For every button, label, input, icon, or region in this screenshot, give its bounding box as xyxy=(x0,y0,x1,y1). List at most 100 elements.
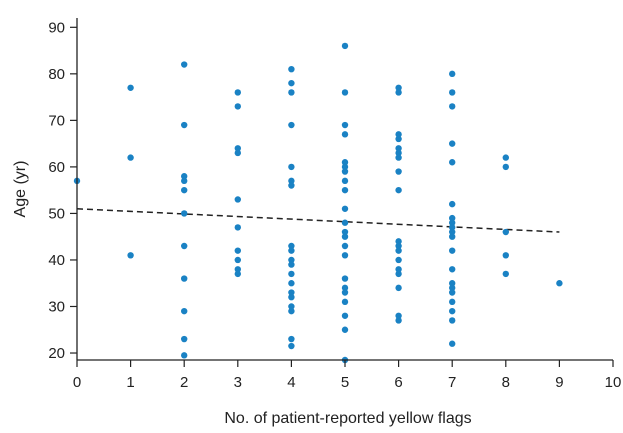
data-point xyxy=(288,121,295,129)
data-point xyxy=(502,252,509,259)
data-point xyxy=(341,168,349,175)
tick-marks xyxy=(70,26,614,367)
data-point xyxy=(395,247,402,254)
data-point xyxy=(449,307,456,315)
data-point xyxy=(234,103,241,110)
data-point xyxy=(341,89,349,96)
data-point xyxy=(449,289,456,296)
data-point xyxy=(395,242,402,250)
data-point xyxy=(288,270,295,278)
data-point xyxy=(341,228,349,236)
data-point xyxy=(234,224,241,231)
data-point xyxy=(181,275,188,282)
data-point xyxy=(234,247,241,254)
data-point xyxy=(341,205,349,212)
data-point xyxy=(502,228,509,236)
data-point xyxy=(395,84,402,91)
data-point xyxy=(449,200,456,208)
data-point xyxy=(288,289,295,296)
x-tick-label: 7 xyxy=(448,374,456,391)
data-point xyxy=(341,233,349,240)
data-point xyxy=(181,173,188,180)
y-tick-label: 40 xyxy=(48,252,65,269)
trendline-layer xyxy=(76,208,560,233)
data-point xyxy=(181,177,188,185)
x-tick-label: 1 xyxy=(126,374,134,391)
data-point xyxy=(288,303,295,310)
data-point xyxy=(395,270,402,278)
data-point xyxy=(288,163,295,171)
data-point xyxy=(181,186,188,194)
x-tick-label: 3 xyxy=(234,374,242,391)
data-point xyxy=(341,289,349,296)
data-point xyxy=(127,84,134,91)
data-point xyxy=(449,266,456,273)
data-point xyxy=(234,89,241,96)
data-point xyxy=(234,149,241,157)
data-point xyxy=(556,280,563,287)
data-point xyxy=(449,219,456,226)
y-tick-label: 20 xyxy=(48,345,65,362)
data-point xyxy=(341,284,349,292)
data-point xyxy=(395,238,402,245)
y-tick-label: 90 xyxy=(48,19,65,36)
data-point xyxy=(341,42,349,50)
data-point xyxy=(288,79,295,87)
data-point xyxy=(395,266,402,273)
x-tick-label: 9 xyxy=(555,374,563,391)
data-point xyxy=(288,261,295,268)
data-point xyxy=(341,298,349,306)
data-point xyxy=(341,219,349,226)
y-tick-label: 80 xyxy=(48,66,65,83)
data-point xyxy=(449,140,456,147)
data-point xyxy=(502,154,509,161)
trendline xyxy=(76,208,560,233)
data-point xyxy=(127,252,134,259)
data-point xyxy=(395,317,402,324)
data-point xyxy=(449,70,456,78)
data-point xyxy=(181,352,188,359)
data-point xyxy=(341,242,349,250)
data-point xyxy=(395,312,402,319)
data-point xyxy=(449,317,456,324)
data-point xyxy=(234,266,241,273)
data-point xyxy=(395,284,402,292)
data-point xyxy=(288,280,295,287)
data-point xyxy=(288,247,295,254)
data-point xyxy=(395,145,402,152)
data-point xyxy=(288,182,295,189)
y-axis-title: Age (yr) xyxy=(12,161,29,218)
data-point xyxy=(288,342,295,350)
data-point xyxy=(449,233,456,240)
y-tick-label: 30 xyxy=(48,298,65,315)
data-point xyxy=(234,256,241,264)
data-point xyxy=(395,149,402,157)
data-point xyxy=(449,214,456,222)
data-point xyxy=(127,154,134,161)
data-point xyxy=(234,270,241,278)
data-point xyxy=(341,275,349,282)
data-point xyxy=(288,177,295,185)
data-point xyxy=(395,154,402,161)
x-tick-label: 10 xyxy=(605,374,622,391)
data-point xyxy=(449,159,456,166)
data-point xyxy=(181,121,188,129)
data-point xyxy=(449,247,456,254)
data-point xyxy=(341,252,349,259)
data-point xyxy=(395,256,402,264)
y-tick-label: 60 xyxy=(48,159,65,176)
data-point xyxy=(449,340,456,347)
data-point xyxy=(395,131,402,138)
data-point xyxy=(288,335,295,343)
x-tick-label: 4 xyxy=(287,374,295,391)
data-point xyxy=(449,284,456,292)
data-point xyxy=(341,186,349,194)
data-point xyxy=(449,280,456,287)
data-point xyxy=(449,298,456,306)
data-point xyxy=(181,242,188,250)
data-point xyxy=(288,307,295,315)
x-tick-label: 6 xyxy=(394,374,402,391)
data-point xyxy=(395,168,402,175)
x-tick-label: 8 xyxy=(502,374,510,391)
